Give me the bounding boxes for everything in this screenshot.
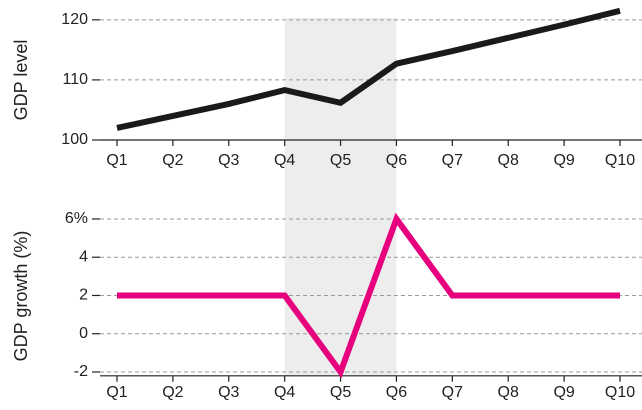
x-tick-label: Q3	[218, 384, 239, 401]
y-axis-title: GDP growth (%)	[11, 231, 31, 362]
x-tick-label: Q4	[274, 384, 295, 401]
x-tick-label: Q2	[162, 152, 183, 169]
y-tick-label: 0	[79, 325, 88, 342]
x-tick-label: Q7	[442, 384, 463, 401]
x-tick-label: Q9	[553, 384, 574, 401]
x-tick-label: Q9	[553, 152, 574, 169]
x-tick-label: Q6	[386, 152, 407, 169]
x-tick-label: Q5	[330, 152, 351, 169]
data-line	[117, 212, 620, 379]
x-tick-label: Q1	[106, 152, 127, 169]
data-line	[116, 7, 621, 131]
x-tick-label: Q5	[330, 384, 351, 401]
x-tick-label: Q8	[498, 384, 519, 401]
y-tick-label: 4	[79, 248, 88, 265]
y-tick-label: -2	[74, 363, 88, 380]
x-tick-label: Q3	[218, 152, 239, 169]
x-tick-label: Q4	[274, 152, 295, 169]
x-tick-label: Q6	[386, 384, 407, 401]
x-tick-label: Q10	[605, 384, 635, 401]
y-tick-label: 6%	[65, 210, 88, 227]
y-tick-label: 120	[61, 11, 88, 28]
x-tick-label: Q1	[106, 384, 127, 401]
y-tick-label: 2	[79, 287, 88, 304]
x-tick-label: Q8	[498, 152, 519, 169]
y-tick-label: 110	[62, 71, 88, 88]
y-axis-title: GDP level	[11, 40, 31, 121]
x-tick-label: Q2	[162, 384, 183, 401]
x-tick-label: Q7	[442, 152, 463, 169]
y-tick-label: 100	[61, 131, 88, 148]
x-tick-label: Q10	[605, 152, 635, 169]
